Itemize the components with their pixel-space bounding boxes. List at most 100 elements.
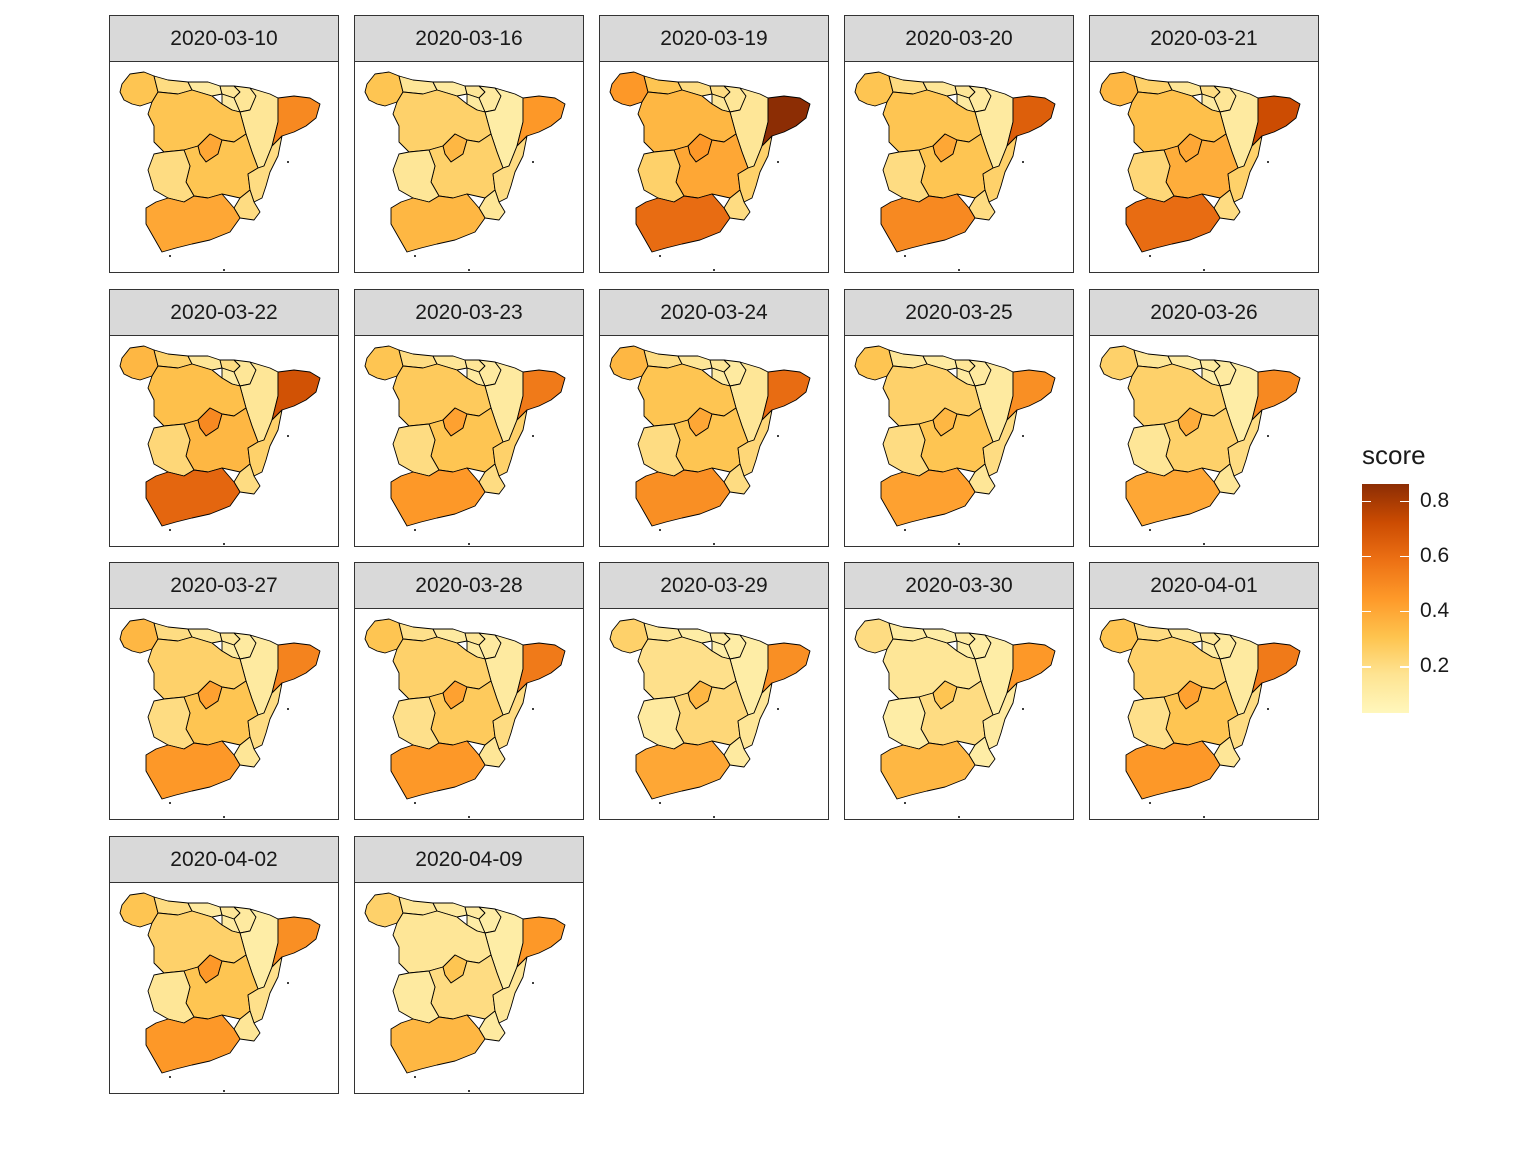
spain-map <box>119 345 321 545</box>
region-comunitat-valenciana <box>982 409 1018 477</box>
legend-tick-mark <box>1400 500 1409 503</box>
region-andalucia <box>145 1014 241 1074</box>
facet-strip-label: 2020-03-26 <box>1089 289 1319 336</box>
region-andalucia <box>390 1014 486 1074</box>
region-extremadura <box>637 696 685 750</box>
region-cataluna <box>1006 95 1056 147</box>
region-comunitat-valenciana <box>1227 409 1263 477</box>
spain-map <box>609 71 811 271</box>
facet-strip-label: 2020-03-21 <box>1089 15 1319 62</box>
island-dot <box>958 543 960 545</box>
island-dot <box>468 269 470 271</box>
facet-map-area <box>354 335 584 547</box>
island-dot <box>958 816 960 818</box>
region-extremadura <box>392 970 440 1024</box>
region-andalucia <box>1125 467 1221 527</box>
legend-tick-label: 0.6 <box>1420 543 1450 567</box>
facet-map-area <box>844 61 1074 273</box>
region-cataluna <box>1006 642 1056 694</box>
spain-map <box>1099 345 1301 545</box>
island-dot <box>904 255 906 257</box>
facet-strip-label: 2020-03-16 <box>354 15 584 62</box>
legend-colorbar <box>1362 484 1409 713</box>
legend-tick-mark <box>1362 500 1371 503</box>
region-andalucia <box>390 740 486 800</box>
region-cataluna <box>271 95 321 147</box>
region-extremadura <box>882 423 930 477</box>
facet-map-area <box>109 335 339 547</box>
spain-map <box>119 892 321 1092</box>
region-cataluna <box>1251 642 1301 694</box>
region-cataluna <box>271 369 321 421</box>
island-dot <box>1022 435 1024 437</box>
spain-map <box>119 71 321 271</box>
island-dot <box>287 435 289 437</box>
region-cataluna <box>516 642 566 694</box>
spain-map <box>854 345 1056 545</box>
region-comunitat-valenciana <box>982 135 1018 203</box>
island-dot <box>532 161 534 163</box>
region-extremadura <box>392 149 440 203</box>
island-dot <box>1267 435 1269 437</box>
region-andalucia <box>145 740 241 800</box>
region-andalucia <box>880 740 976 800</box>
island-dot <box>1022 161 1024 163</box>
legend-tick-label: 0.4 <box>1420 598 1450 622</box>
region-cataluna <box>271 916 321 968</box>
facet-strip-label: 2020-04-02 <box>109 836 339 883</box>
region-cataluna <box>271 642 321 694</box>
spain-map <box>364 345 566 545</box>
spain-map <box>609 618 811 818</box>
island-dot <box>468 1090 470 1092</box>
region-extremadura <box>392 696 440 750</box>
region-cataluna <box>761 642 811 694</box>
facet-strip-label: 2020-03-22 <box>109 289 339 336</box>
facet-map-area <box>1089 335 1319 547</box>
island-dot <box>414 255 416 257</box>
region-cataluna <box>1251 95 1301 147</box>
facet-map-area <box>844 335 1074 547</box>
legend-tick-label: 0.2 <box>1420 654 1450 678</box>
facet-strip-label: 2020-04-01 <box>1089 562 1319 609</box>
island-dot <box>1203 816 1205 818</box>
facet-strip-label: 2020-04-09 <box>354 836 584 883</box>
island-dot <box>414 802 416 804</box>
facet-map-area <box>1089 61 1319 273</box>
facet-panel: 2020-03-20 <box>844 15 1074 273</box>
island-dot <box>287 161 289 163</box>
island-dot <box>1267 708 1269 710</box>
facet-strip-label: 2020-03-30 <box>844 562 1074 609</box>
region-andalucia <box>390 467 486 527</box>
spain-map <box>364 892 566 1092</box>
island-dot <box>1149 802 1151 804</box>
region-cataluna <box>761 95 811 147</box>
facet-map-area <box>1089 608 1319 820</box>
island-dot <box>1203 269 1205 271</box>
island-dot <box>713 269 715 271</box>
island-dot <box>713 543 715 545</box>
region-comunitat-valenciana <box>492 956 528 1024</box>
facet-strip-label: 2020-03-23 <box>354 289 584 336</box>
region-extremadura <box>637 423 685 477</box>
legend-tick-mark <box>1362 666 1371 668</box>
island-dot <box>713 816 715 818</box>
region-cataluna <box>516 369 566 421</box>
island-dot <box>659 255 661 257</box>
island-dot <box>169 1076 171 1078</box>
region-comunitat-valenciana <box>1227 135 1263 203</box>
island-dot <box>169 255 171 257</box>
island-dot <box>904 802 906 804</box>
facet-map-area <box>109 882 339 1094</box>
facet-panel: 2020-03-16 <box>354 15 584 273</box>
facet-panel: 2020-03-28 <box>354 562 584 820</box>
region-extremadura <box>392 423 440 477</box>
facet-strip-label: 2020-03-29 <box>599 562 829 609</box>
legend-tick-label: 0.8 <box>1420 488 1450 512</box>
island-dot <box>958 269 960 271</box>
facet-map-area <box>599 335 829 547</box>
region-comunitat-valenciana <box>737 682 773 750</box>
legend-tick-mark <box>1362 610 1371 613</box>
island-dot <box>223 1090 225 1092</box>
facet-panel: 2020-03-26 <box>1089 289 1319 547</box>
